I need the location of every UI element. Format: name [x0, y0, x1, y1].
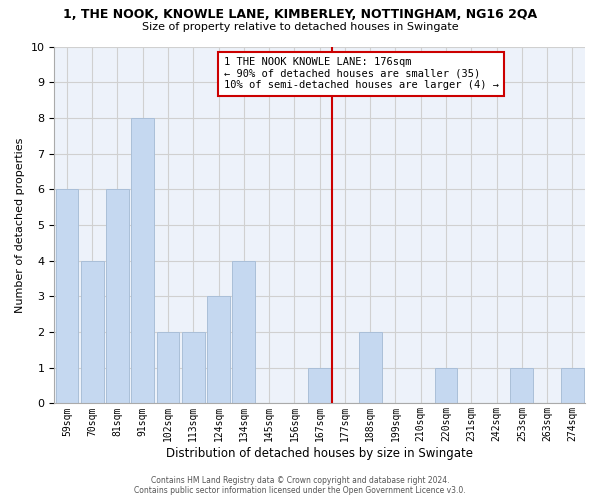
Y-axis label: Number of detached properties: Number of detached properties — [15, 138, 25, 312]
Bar — [157, 332, 179, 404]
Text: Size of property relative to detached houses in Swingate: Size of property relative to detached ho… — [142, 22, 458, 32]
Bar — [131, 118, 154, 404]
Bar — [81, 260, 104, 404]
Bar — [182, 332, 205, 404]
Bar — [56, 190, 78, 404]
Text: 1 THE NOOK KNOWLE LANE: 176sqm
← 90% of detached houses are smaller (35)
10% of : 1 THE NOOK KNOWLE LANE: 176sqm ← 90% of … — [224, 57, 499, 90]
Bar — [232, 260, 255, 404]
Bar — [106, 190, 129, 404]
Bar — [511, 368, 533, 404]
Bar — [359, 332, 382, 404]
Bar — [308, 368, 331, 404]
Bar — [207, 296, 230, 404]
X-axis label: Distribution of detached houses by size in Swingate: Distribution of detached houses by size … — [166, 447, 473, 460]
Bar — [434, 368, 457, 404]
Text: Contains HM Land Registry data © Crown copyright and database right 2024.
Contai: Contains HM Land Registry data © Crown c… — [134, 476, 466, 495]
Bar — [561, 368, 584, 404]
Text: 1, THE NOOK, KNOWLE LANE, KIMBERLEY, NOTTINGHAM, NG16 2QA: 1, THE NOOK, KNOWLE LANE, KIMBERLEY, NOT… — [63, 8, 537, 20]
